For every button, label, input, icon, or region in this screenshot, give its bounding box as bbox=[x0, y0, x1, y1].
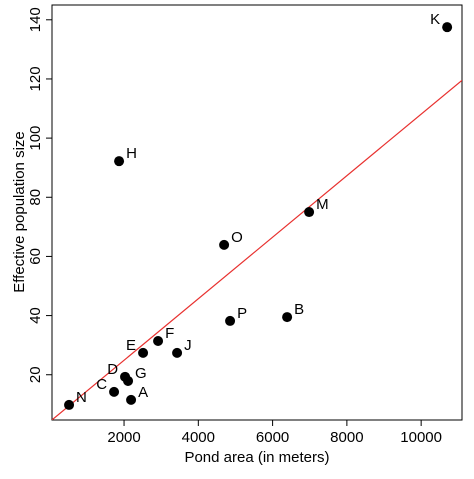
y-tick-label: 20 bbox=[27, 366, 44, 383]
x-tick-label: 6000 bbox=[256, 429, 289, 446]
x-tick-label: 8000 bbox=[330, 429, 363, 446]
point-label: B bbox=[294, 301, 304, 318]
point-label: N bbox=[76, 389, 87, 406]
point bbox=[304, 207, 315, 218]
point bbox=[64, 399, 75, 410]
point-label: J bbox=[184, 337, 192, 354]
point bbox=[126, 394, 137, 405]
point-label: K bbox=[430, 11, 440, 28]
point-label: H bbox=[126, 145, 137, 162]
plot-frame bbox=[51, 4, 463, 421]
point bbox=[282, 312, 293, 323]
y-axis-label: Effective population size bbox=[11, 131, 28, 293]
x-axis-label: Pond area (in meters) bbox=[184, 449, 329, 466]
point bbox=[138, 347, 149, 358]
point bbox=[172, 347, 183, 358]
point bbox=[123, 375, 134, 386]
regression-line bbox=[52, 79, 462, 420]
y-tick-label: 140 bbox=[27, 7, 44, 32]
y-tick-label: 40 bbox=[27, 307, 44, 324]
point-label: A bbox=[138, 384, 148, 401]
point-label: F bbox=[165, 325, 174, 342]
y-tick-label: 60 bbox=[27, 248, 44, 265]
point bbox=[225, 315, 236, 326]
x-tick-label: 10000 bbox=[400, 429, 442, 446]
y-tick-label: 100 bbox=[27, 126, 44, 151]
point-label: M bbox=[316, 196, 329, 213]
x-tick-label: 4000 bbox=[182, 429, 215, 446]
point-label: E bbox=[126, 337, 136, 354]
point bbox=[219, 239, 230, 250]
y-tick-label: 80 bbox=[27, 189, 44, 206]
point bbox=[109, 386, 120, 397]
y-tick-label: 120 bbox=[27, 66, 44, 91]
x-tick-label: 2000 bbox=[107, 429, 140, 446]
point-label: P bbox=[237, 305, 247, 322]
point bbox=[442, 22, 453, 33]
point bbox=[153, 336, 164, 347]
point-label: C bbox=[96, 376, 107, 393]
point-label: D bbox=[107, 361, 118, 378]
point-label: O bbox=[231, 229, 243, 246]
point-label: G bbox=[135, 365, 147, 382]
point bbox=[114, 156, 125, 167]
